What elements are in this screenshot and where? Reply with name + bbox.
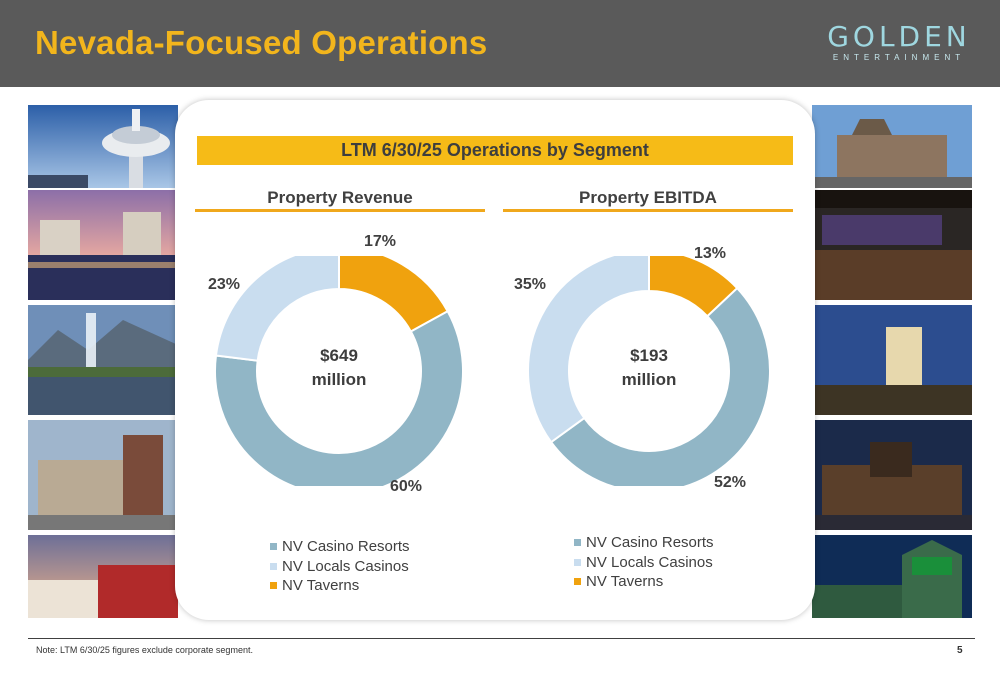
legend-item: NV Casino Resorts [574, 533, 714, 553]
photo-resort-night [28, 190, 178, 300]
legend-item: NV Locals Casinos [270, 557, 410, 577]
legend-swatch [574, 539, 581, 547]
logo-subword: ENTERTAINMENT [832, 53, 966, 62]
legend-swatch [270, 582, 277, 590]
legend-swatch [270, 543, 277, 551]
revenue-pct-locals: 23% [208, 276, 241, 293]
ebitda-pct-taverns: 13% [694, 245, 727, 262]
ebitda-donut-chart [527, 256, 771, 486]
photo-fountain [28, 305, 178, 415]
ebitda-title-underline [503, 209, 793, 212]
footnote: Note: LTM 6/30/25 figures exclude corpor… [36, 645, 253, 655]
chart-panel [175, 100, 815, 620]
legend-label: NV Casino Resorts [282, 538, 410, 556]
legend-item: NV Casino Resorts [270, 537, 410, 557]
legend-label: NV Locals Casinos [586, 553, 713, 571]
slice-casino-resorts [214, 309, 464, 486]
slice-locals-casinos [527, 256, 650, 444]
ebitda-center-unit: million [621, 370, 677, 389]
legend-item: NV Locals Casinos [574, 553, 714, 573]
slice-locals-casinos [214, 256, 340, 362]
revenue-donut-chart [214, 256, 464, 486]
legend-label: NV Locals Casinos [282, 557, 409, 575]
legend-item: NV Taverns [270, 576, 410, 596]
section-banner: LTM 6/30/25 Operations by Segment [197, 136, 793, 165]
ebitda-pct-locals: 35% [514, 276, 547, 293]
legend-item: NV Taverns [574, 572, 714, 592]
photo-stone-restaurant [812, 105, 972, 188]
page-number: 5 [957, 645, 963, 656]
legend-label: NV Taverns [586, 573, 664, 591]
photo-nugget-casino [812, 420, 972, 530]
logo-word: GOLDEN [827, 20, 971, 53]
revenue-title-underline [195, 209, 485, 212]
photo-sean-patricks [812, 535, 972, 618]
photo-bar-interior [812, 190, 972, 300]
revenue-center-amount: $649 [320, 346, 358, 365]
ebitda-center-label: $193 million [590, 344, 708, 392]
footer-divider [28, 638, 975, 639]
legend-label: NV Taverns [282, 577, 360, 595]
revenue-legend: NV Casino Resorts NV Locals Casinos NV T… [270, 537, 410, 596]
ebitda-pct-casino-resorts: 52% [714, 474, 747, 491]
revenue-center-unit: million [311, 370, 367, 389]
photo-tower-hotel [812, 305, 972, 415]
ebitda-legend: NV Casino Resorts NV Locals Casinos NV T… [574, 533, 714, 592]
revenue-center-label: $649 million [280, 344, 398, 392]
ebitda-chart-title: Property EBITDA [579, 188, 717, 207]
header-bar: Nevada-Focused Operations GOLDEN ENTERTA… [0, 0, 1000, 87]
photo-tavern-street [28, 535, 178, 618]
section-banner-title: LTM 6/30/25 Operations by Segment [341, 140, 649, 160]
legend-swatch [270, 562, 277, 570]
revenue-pct-taverns: 17% [364, 233, 397, 250]
page-title: Nevada-Focused Operations [35, 24, 488, 61]
revenue-pct-casino-resorts: 60% [390, 478, 423, 495]
legend-swatch [574, 578, 581, 586]
revenue-chart-title: Property Revenue [267, 188, 413, 207]
photo-strat-tower [28, 105, 178, 188]
legend-swatch [574, 558, 581, 566]
golden-entertainment-logo: GOLDEN ENTERTAINMENT [823, 20, 975, 65]
legend-label: NV Casino Resorts [586, 534, 714, 552]
ebitda-center-amount: $193 [630, 346, 668, 365]
slice-casino-resorts [549, 286, 771, 486]
photo-brick-building [28, 420, 178, 530]
